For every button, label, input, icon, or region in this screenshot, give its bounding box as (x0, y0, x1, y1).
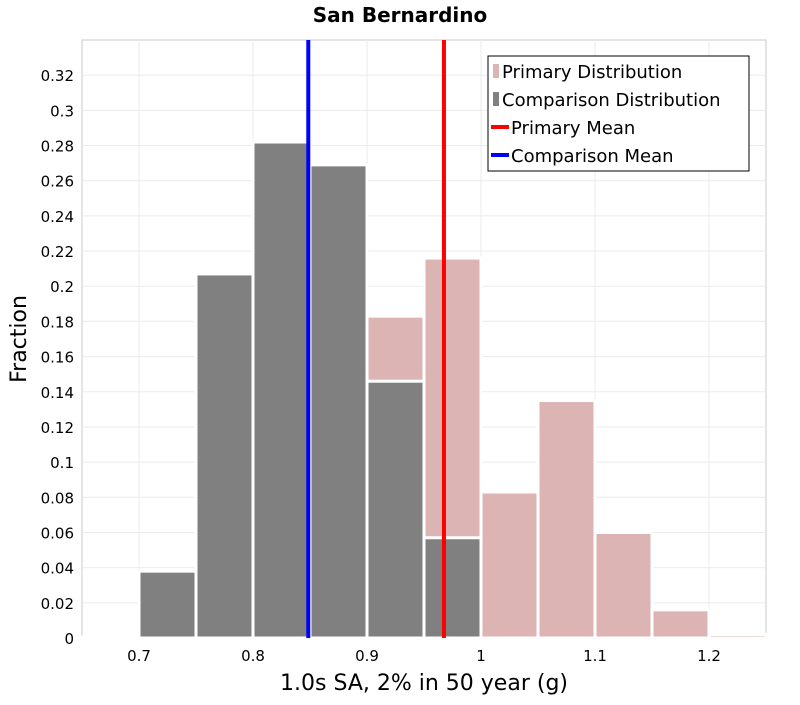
comparison-bar (422, 536, 483, 640)
comparison-bar (365, 379, 426, 640)
y-tick-label: 0.04 (41, 560, 74, 578)
y-tick-label: 0.2 (50, 278, 74, 296)
y-axis-ticks: 0 0.02 0.04 0.06 0.08 0.1 0.12 0.14 0.16 0.18 0.2 0… (41, 67, 74, 648)
x-axis-label: 1.0s SA, 2% in 50 year (g) (280, 671, 568, 696)
chart-title: San Bernardino (313, 3, 488, 27)
primary-bar (479, 490, 540, 640)
y-tick-label: 0.12 (41, 419, 74, 437)
comparison-distribution-legend-swatch (493, 92, 499, 106)
comparison-bar (308, 163, 369, 640)
comparison-bar (194, 272, 255, 640)
comparison-bar (80, 635, 141, 640)
primary-distribution-legend-swatch (493, 64, 499, 78)
y-tick-label: 0.26 (41, 173, 74, 191)
comparison-bar (251, 140, 312, 640)
mean-lines-group (306, 40, 446, 638)
primary-mean-legend-label: Primary Mean (511, 118, 635, 139)
y-tick-label: 0.18 (41, 313, 74, 331)
primary-bar (593, 530, 654, 640)
y-tick-label: 0.14 (41, 384, 74, 402)
y-tick-label: 0.08 (41, 489, 74, 507)
primary-distribution-legend-label: Primary Distribution (502, 62, 682, 83)
x-tick-label: 1.2 (697, 647, 721, 665)
y-tick-label: 0.1 (50, 454, 74, 472)
y-tick-label: 0.24 (41, 208, 74, 226)
x-axis-ticks: 0.7 0.8 0.9 1 1.1 1.2 (127, 647, 721, 665)
comparison-bar (137, 569, 198, 640)
y-tick-label: 0.02 (41, 595, 74, 613)
bars-group (80, 140, 768, 640)
x-tick-label: 1.1 (583, 647, 607, 665)
x-tick-label: 0.9 (355, 647, 379, 665)
y-tick-label: 0.28 (41, 138, 74, 156)
y-tick-label: 0.22 (41, 243, 74, 261)
primary-bar (650, 608, 711, 640)
x-tick-label: 0.7 (127, 647, 151, 665)
y-axis-label: Fraction (7, 295, 32, 383)
y-tick-label: 0.32 (41, 67, 74, 85)
y-tick-label: 0.06 (41, 524, 74, 542)
comparison-distribution-legend-label: Comparison Distribution (502, 90, 721, 111)
legend-box (487, 55, 750, 172)
y-tick-label: 0.3 (50, 102, 74, 120)
primary-bar (536, 399, 597, 640)
x-tick-label: 0.8 (241, 647, 265, 665)
primary-bar (707, 632, 768, 640)
y-tick-label: 0.16 (41, 349, 74, 367)
y-tick-label: 0 (64, 630, 74, 648)
x-tick-label: 1 (476, 647, 486, 665)
legend: Primary Distribution Comparison Distribut… (487, 55, 750, 172)
comparison-mean-legend-label: Comparison Mean (511, 146, 674, 167)
